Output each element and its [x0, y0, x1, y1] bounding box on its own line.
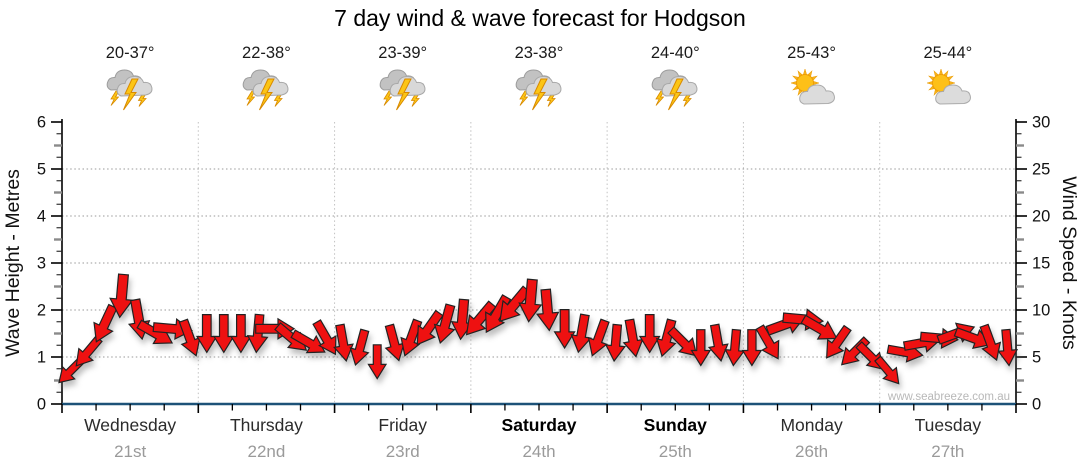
wind-arrow	[212, 314, 235, 354]
left-axis-tick-label: 6	[37, 114, 46, 132]
day-header-thursday: 22-38°	[198, 42, 334, 118]
temperature-range: 23-38°	[514, 44, 564, 62]
x-axis-day-label: Sunday	[644, 415, 707, 435]
wind-arrow	[536, 288, 560, 332]
partly-sunny-icon	[789, 68, 835, 105]
wind-arrow	[416, 309, 444, 346]
temperature-range: 20-37°	[105, 44, 155, 62]
wind-arrow	[433, 303, 456, 345]
day-header-tuesday: 25-44°	[880, 42, 1016, 118]
wind-arrow	[655, 318, 677, 358]
storm-icon	[379, 69, 426, 111]
temperature-range: 24-40°	[650, 44, 700, 62]
wind-arrow	[400, 318, 423, 357]
x-axis-date-label: 21st	[114, 442, 146, 461]
wind-arrow	[553, 308, 576, 350]
wind-arrow	[290, 329, 326, 354]
partly-sunny-icon	[925, 68, 971, 105]
wind-arrow	[724, 328, 746, 367]
right-axis-tick-label: 5	[1032, 349, 1041, 367]
left-axis-tick-label: 5	[37, 161, 46, 179]
wind-arrow-series	[58, 273, 1019, 385]
wind-arrow	[622, 318, 644, 358]
x-axis-day-label: Tuesday	[915, 415, 982, 435]
left-axis-tick-label: 0	[37, 396, 46, 414]
x-axis-date-label: 22nd	[248, 442, 286, 461]
wind-arrow	[587, 318, 610, 357]
wind-arrow	[874, 355, 900, 385]
wind-arrow	[178, 318, 201, 357]
x-axis-day-label: Wednesday	[84, 415, 176, 435]
wind-arrow	[367, 344, 388, 380]
x-axis-date-label: 23rd	[386, 442, 420, 461]
right-axis-tick-label: 15	[1032, 255, 1050, 273]
wind-arrow	[638, 314, 661, 354]
day-header-sunday: 24-40°	[607, 42, 743, 118]
left-axis-tick-label: 4	[37, 208, 46, 226]
wind-arrow	[667, 326, 698, 357]
day-header-wednesday: 20-37°	[62, 42, 198, 118]
wind-arrow	[570, 313, 592, 354]
x-axis-day-label: Friday	[378, 415, 427, 435]
wind-arrow	[604, 323, 627, 363]
right-axis-tick-label: 0	[1032, 396, 1041, 414]
x-axis-day-label: Saturday	[502, 415, 577, 435]
temperature-range: 25-44°	[923, 44, 973, 62]
day-header-monday: 25-43°	[743, 42, 879, 118]
storm-icon	[515, 69, 562, 111]
wind-arrow	[518, 278, 543, 323]
storm-icon	[651, 69, 698, 111]
x-axis-date-label: 25th	[659, 442, 692, 461]
wind-arrow	[109, 273, 134, 319]
left-axis-tick-label: 2	[37, 302, 46, 320]
wind-arrow	[230, 314, 252, 354]
right-axis-title: Wind Speed - Knots	[1058, 176, 1080, 350]
temperature-range: 23-39°	[378, 44, 428, 62]
right-axis-tick-label: 30	[1032, 114, 1050, 132]
wind-arrow	[333, 323, 354, 362]
x-axis-day-label: Thursday	[230, 415, 303, 435]
page-title: 7 day wind & wave forecast for Hodgson	[334, 5, 746, 31]
wind-arrow	[312, 319, 337, 356]
wind-arrow	[741, 329, 763, 367]
temperature-range: 22-38°	[242, 44, 291, 62]
watermark: www.seabreeze.com.au	[887, 391, 1010, 403]
wind-arrow	[349, 328, 370, 366]
storm-icon	[106, 69, 153, 111]
storm-icon	[243, 69, 289, 111]
wind-arrow	[997, 328, 1019, 367]
wind-arrow	[826, 324, 852, 359]
right-axis-tick-label: 20	[1032, 208, 1050, 226]
day-header-saturday: 23-38°	[471, 42, 607, 118]
wind-arrow	[800, 314, 838, 340]
x-axis-date-label: 26th	[795, 442, 828, 461]
left-axis-tick-label: 1	[37, 349, 46, 367]
temperature-range: 25-43°	[787, 44, 836, 62]
x-axis-date-label: 24th	[522, 442, 555, 461]
wind-arrow	[93, 303, 118, 343]
wind-arrow	[384, 323, 406, 362]
wind-arrow	[755, 324, 780, 360]
right-axis-tick-label: 25	[1032, 161, 1050, 179]
left-axis-tick-label: 3	[37, 255, 46, 273]
x-axis-day-label: Monday	[780, 415, 843, 435]
wind-arrow	[707, 323, 729, 362]
right-axis-tick-label: 10	[1032, 302, 1050, 320]
wind-arrow	[195, 314, 218, 354]
day-header-friday: 23-39°	[335, 42, 471, 118]
wind-arrow	[690, 329, 712, 367]
left-axis-title: Wave Height - Metres	[2, 169, 24, 357]
x-axis-date-label: 27th	[931, 442, 964, 461]
wind-arrow	[75, 335, 103, 367]
